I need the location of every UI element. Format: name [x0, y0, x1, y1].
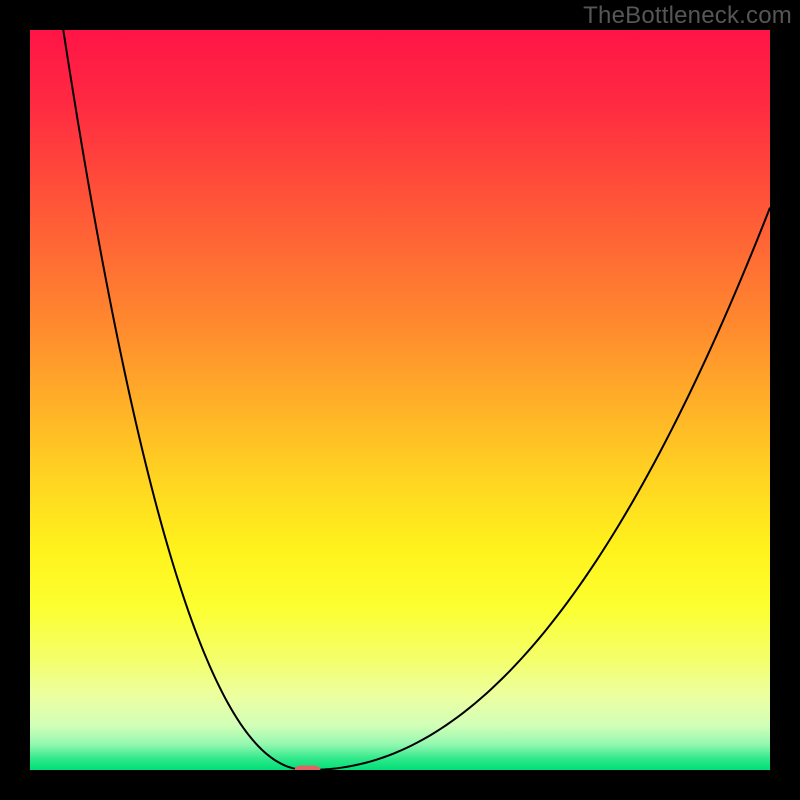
chart-container: TheBottleneck.com	[0, 0, 800, 800]
chart-svg	[30, 30, 770, 770]
gradient-background	[30, 30, 770, 770]
plot-area	[30, 30, 770, 770]
watermark-text: TheBottleneck.com	[583, 2, 792, 30]
minimum-marker	[295, 766, 321, 770]
